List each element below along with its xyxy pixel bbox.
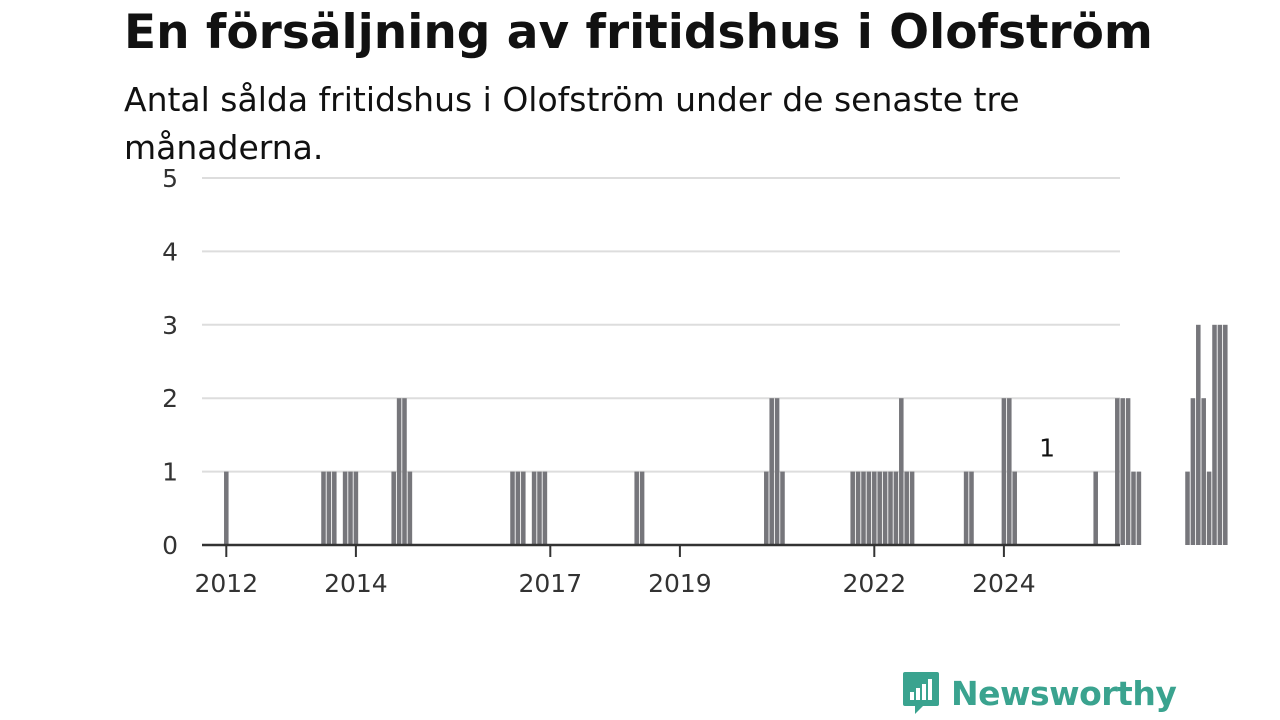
bar (909, 471, 915, 545)
chart-title: En försäljning av fritidshus i Olofström (124, 5, 1153, 60)
bar (1131, 471, 1136, 545)
bar (855, 471, 861, 545)
bar (893, 471, 899, 545)
bar (1120, 398, 1125, 545)
bar (850, 471, 855, 545)
newsworthy-logo: Newsworthy (901, 670, 1177, 716)
y-tick-label-4: 4 (162, 237, 178, 266)
bar (531, 471, 537, 545)
bar (1201, 398, 1206, 545)
x-axis-ticks: 2012 2014 2017 2019 2022 2024 (194, 545, 1036, 598)
bar (899, 398, 904, 545)
bar (1115, 398, 1120, 545)
x-tick-label-2017: 2017 (518, 569, 582, 598)
y-tick-label-0: 0 (162, 531, 178, 560)
bar (1007, 398, 1012, 545)
bar (537, 471, 542, 545)
bars (224, 324, 1228, 545)
bar (515, 471, 521, 545)
bar (407, 471, 413, 545)
bar (1190, 398, 1196, 545)
bar (963, 471, 969, 545)
bar (872, 471, 877, 545)
bar (1125, 398, 1131, 545)
bar (1093, 471, 1098, 545)
newsworthy-logo-text: Newsworthy (951, 673, 1177, 713)
bar (904, 471, 909, 545)
x-tick-label-2024: 2024 (972, 569, 1036, 598)
bar (764, 471, 769, 545)
bar (861, 471, 866, 545)
bar (1206, 471, 1212, 545)
bar (1001, 398, 1007, 545)
y-tick-label-3: 3 (162, 311, 178, 340)
y-tick-label-5: 5 (162, 164, 178, 193)
bar (634, 471, 639, 545)
bar (391, 471, 396, 545)
chart-subtitle: Antal sålda fritidshus i Olofström under… (124, 80, 1020, 167)
bar (348, 471, 353, 545)
y-axis-ticks: 0 1 2 3 4 5 (162, 164, 178, 560)
bar (1212, 324, 1217, 545)
bar (542, 471, 548, 545)
bar (774, 398, 780, 545)
bar (1012, 471, 1017, 545)
bar (402, 398, 407, 545)
newsworthy-logo-icon (903, 672, 939, 714)
bar (396, 398, 402, 545)
x-tick-label-2022: 2022 (842, 569, 906, 598)
bar (639, 471, 645, 545)
bar (342, 471, 348, 545)
bar (353, 471, 359, 545)
data-labels: 1 (1037, 431, 1058, 465)
bar (321, 471, 326, 545)
x-tick-label-2014: 2014 (324, 569, 388, 598)
bar (521, 471, 526, 545)
bar (326, 471, 332, 545)
gridlines (202, 177, 1120, 473)
bar (332, 471, 337, 545)
bar (510, 471, 515, 545)
x-tick-label-2012: 2012 (194, 569, 258, 598)
data-label-latest: 1 (1039, 434, 1055, 463)
bar (1217, 324, 1223, 545)
bar (769, 398, 774, 545)
bar (888, 471, 893, 545)
y-tick-label-2: 2 (162, 384, 178, 413)
x-tick-label-2019: 2019 (648, 569, 712, 598)
bar (866, 471, 872, 545)
bar (224, 471, 229, 545)
bar (877, 471, 882, 545)
y-tick-label-1: 1 (162, 458, 178, 487)
bar (1185, 471, 1190, 545)
bar (882, 471, 888, 545)
bar (969, 471, 974, 545)
bar (780, 471, 785, 545)
bar (1223, 324, 1228, 545)
bar (1136, 471, 1142, 545)
bar (1196, 324, 1201, 545)
